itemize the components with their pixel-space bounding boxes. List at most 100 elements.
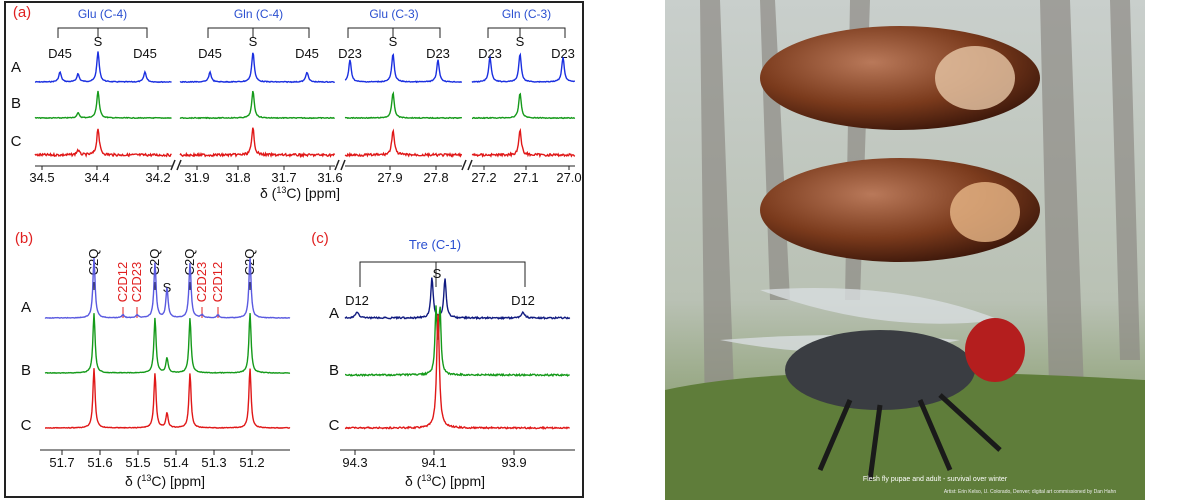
spectrum [44,257,291,319]
caption: Flesh fly pupae and adult - survival ove… [863,476,1008,483]
row-label: B [11,95,21,112]
bracket [487,27,566,38]
row-label: A [329,305,339,322]
peak-label: D12 [345,293,369,308]
tick-label: 34.4 [84,170,109,185]
spectrum [34,51,172,84]
peak-label: S [249,34,258,49]
axis-break [461,159,473,171]
tick-label: 27.0 [556,170,581,185]
spectrum [45,368,291,430]
axis-label-part: C) [ppm] [431,473,485,489]
tick-label: 31.8 [225,170,250,185]
tick-label: 51.4 [163,455,188,470]
peak-label: S [94,34,103,49]
row-label: B [21,362,31,379]
tick-label: 31.7 [271,170,296,185]
spectrum [179,127,336,159]
group-title: Glu (C-4) [78,7,127,21]
peak-label: D45 [198,46,222,61]
bracket [347,27,441,38]
peak-label: C2Q [147,249,162,276]
tick-label: 27.1 [513,170,538,185]
credit: Artist: Erin Kelso, U. Colorado, Denver;… [944,489,1117,495]
axis-label-part: 13 [421,473,431,483]
peak-label: D45 [133,46,157,61]
row-label: C [11,133,22,150]
peak-label: S [389,34,398,49]
axis-label-part: 13 [141,473,151,483]
spectrum [34,90,172,120]
tick-label: 34.2 [145,170,170,185]
spectrum [344,313,570,431]
peak-label: S [516,34,525,49]
axis-label-part: C) [ppm] [151,473,205,489]
axis-label-part: δ ( [260,185,277,201]
frame [4,1,584,498]
tick-label: 93.9 [501,455,526,470]
axis-label-part: δ ( [125,473,142,489]
tick-label: 51.2 [239,455,264,470]
peak-label: D23 [338,46,362,61]
axis-label-part: C) [ppm] [286,185,340,201]
peak-label: S [433,266,442,281]
tick-label: 31.6 [317,170,342,185]
tick-label: 51.5 [125,455,150,470]
peak-label: C2D12 [210,262,225,302]
spectrum [471,92,576,120]
bracket [207,27,310,38]
row-label: B [329,362,339,379]
peak-label: D45 [295,46,319,61]
spectrum [471,52,575,83]
tick-label: 27.8 [423,170,448,185]
axis-break [334,159,346,171]
bracket [359,261,526,287]
spectrum [179,52,335,84]
peak-label: D45 [48,46,72,61]
panel-title: Tre (C-1) [409,237,461,252]
group-title: Gln (C-3) [502,7,551,21]
panel-label: (c) [311,230,329,247]
axis-label: δ (13C) [ppm] [405,473,485,489]
row-label: C [21,417,32,434]
spectrum [34,128,172,158]
peak-label: C2D23 [129,262,144,302]
axis-label-part: 13 [276,185,286,195]
panel-label: (b) [15,230,33,247]
tick-label: 34.5 [29,170,54,185]
tick-label: 94.1 [421,455,446,470]
spectrum [344,91,462,120]
peak-label: D23 [426,46,450,61]
spectrum [471,127,576,159]
tick-label: 31.9 [184,170,209,185]
peak-label: C2D23 [194,262,209,302]
panel-label: (a) [13,4,31,21]
tick-label: 27.2 [471,170,496,185]
peak-label: D23 [478,46,502,61]
peak-label: D23 [551,46,575,61]
tick-label: 51.7 [49,455,74,470]
peak-label: C2D12 [115,262,130,302]
spectrum [344,128,462,159]
spectrum [344,52,462,84]
peak-label: D12 [511,293,535,308]
spectrum [179,90,335,120]
tick-label: 51.3 [201,455,226,470]
row-label: A [21,299,31,316]
spectrum [345,305,570,378]
axis-label: δ (13C) [ppm] [260,185,340,201]
axis-label: δ (13C) [ppm] [125,473,205,489]
axis-break [170,159,182,171]
tick-label: 94.3 [342,455,367,470]
group-title: Gln (C-4) [234,7,283,21]
tick-label: 51.6 [87,455,112,470]
axis-label-part: δ ( [405,473,422,489]
tick-label: 27.9 [377,170,402,185]
row-label: C [329,417,340,434]
spectrum [344,277,571,321]
illustration: Flesh fly pupae and adult - survival ove… [665,0,1145,500]
row-label: A [11,59,21,76]
group-title: Glu (C-3) [369,7,418,21]
spectrum [44,313,291,374]
